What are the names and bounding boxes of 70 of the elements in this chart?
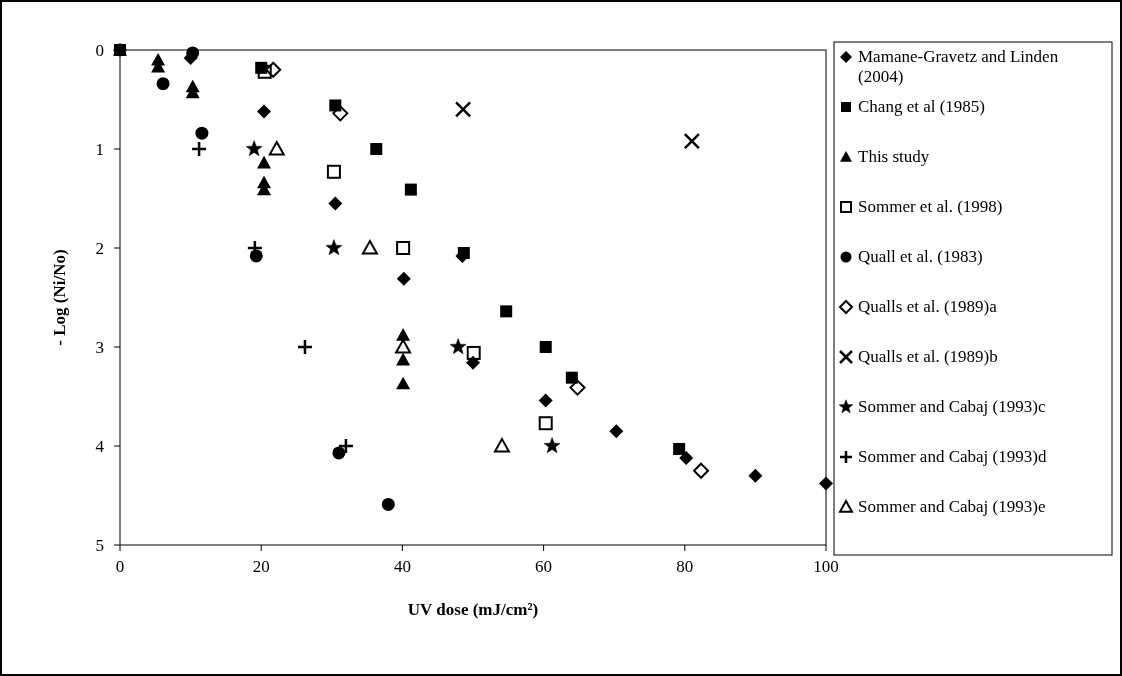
point [325, 239, 343, 256]
legend-label: Sommer and Cabaj (1993)e [858, 497, 1046, 516]
point [326, 164, 341, 179]
point [396, 328, 411, 341]
point [500, 305, 513, 318]
y-tick-label: 5 [95, 536, 104, 555]
point [257, 104, 272, 119]
point [543, 437, 561, 454]
legend-label: Sommer and Cabaj (1993)c [858, 397, 1046, 416]
point [569, 379, 586, 396]
legend-label: Sommer et al. (1998) [858, 197, 1003, 216]
point [679, 450, 694, 465]
point [257, 155, 272, 169]
point [190, 140, 208, 158]
point [565, 371, 578, 384]
point [609, 424, 624, 439]
point [539, 341, 552, 353]
point [457, 246, 470, 259]
point [381, 497, 395, 511]
point [493, 438, 510, 453]
point [370, 143, 383, 155]
point [396, 376, 411, 390]
point [454, 101, 472, 118]
point [328, 196, 343, 211]
y-tick-label: 2 [95, 239, 104, 258]
legend-label: Quall et al. (1983) [858, 247, 983, 266]
x-tick-label: 100 [813, 557, 839, 576]
point [693, 462, 710, 479]
point [673, 442, 686, 455]
point [395, 339, 412, 354]
point [257, 64, 272, 79]
point [538, 393, 553, 408]
y-tick-label: 3 [95, 338, 104, 357]
x-tick-label: 40 [393, 557, 411, 576]
legend-label: Mamane-Gravetz and Linden (2004) [858, 47, 1059, 86]
point [195, 126, 209, 140]
point [748, 468, 763, 483]
x-tick-label: 80 [676, 557, 694, 576]
legend-label: Sommer and Cabaj (1993)d [858, 447, 1047, 466]
point [186, 46, 200, 60]
point [819, 476, 833, 491]
point [449, 338, 467, 355]
y-tick-label: 0 [95, 41, 104, 60]
point [396, 352, 411, 366]
y-tick-label: 1 [95, 140, 104, 159]
point [466, 345, 481, 360]
legend-label: This study [858, 147, 930, 166]
x-tick-label: 0 [115, 557, 125, 576]
x-axis-title: UV dose (mJ/cm²) [407, 600, 539, 619]
y-tick-label: 4 [95, 437, 105, 456]
point [404, 183, 417, 196]
point [538, 416, 553, 431]
legend-label: Chang et al (1985) [858, 97, 985, 116]
point [268, 141, 285, 156]
legend-label: Qualls et al. (1989)b [858, 347, 998, 366]
point [296, 338, 314, 356]
point [156, 77, 170, 91]
x-tick-label: 60 [535, 557, 553, 576]
x-tick-label: 20 [252, 557, 270, 576]
point [265, 61, 282, 78]
point [396, 241, 411, 255]
point [396, 271, 411, 286]
point [332, 105, 349, 122]
point [361, 240, 378, 255]
y-axis-title: - Log (Ni/No) [50, 249, 69, 346]
legend-label: Qualls et al. (1989)a [858, 297, 998, 316]
point [332, 446, 346, 460]
point [245, 140, 263, 157]
point [683, 132, 701, 150]
point [337, 437, 355, 455]
